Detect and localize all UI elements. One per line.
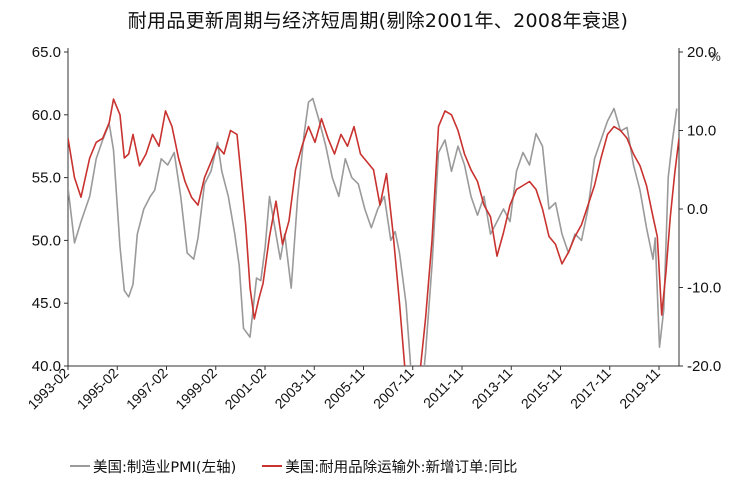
legend-item-orders: 美国:耐用品除运输外:新增订单:同比 <box>262 456 517 477</box>
x-tick-label: 1999-02 <box>172 365 220 413</box>
legend-label-orders: 美国:耐用品除运输外:新增订单:同比 <box>285 459 518 476</box>
x-tick-label: 2017-11 <box>567 365 614 412</box>
x-tick-label: 1997-02 <box>123 365 171 413</box>
y-right-tick-label: 10.0 <box>687 123 716 140</box>
chart-tick-labels: 65.0 60.0 55.0 50.0 45.0 40.0 20.0 10.0 0.0 -10.0… <box>24 44 721 412</box>
x-tick-label: 2007-11 <box>370 365 417 412</box>
legend-label-pmi: 美国:制造业PMI(左轴) <box>93 459 237 476</box>
y-right-tick-label: -20.0 <box>687 358 721 375</box>
y-left-tick-label: 65.0 <box>32 44 61 61</box>
chart-lines <box>68 97 679 366</box>
chart-axes <box>64 48 683 370</box>
y-right-tick-label: -10.0 <box>687 280 721 297</box>
chart-title: 耐用品更新周期与经济短周期(剔除2001年、2008年衰退) <box>127 10 629 32</box>
x-tick-label: 2019-11 <box>616 365 663 412</box>
x-tick-label: 2015-11 <box>518 365 565 412</box>
y-right-tick-label: 20.0 <box>687 44 716 61</box>
x-tick-label: 2003-11 <box>271 365 318 412</box>
series-line-durable-orders <box>68 98 679 366</box>
y-left-tick-label: 55.0 <box>32 170 61 187</box>
y-left-tick-label: 40.0 <box>32 358 61 375</box>
y-right-unit-label: % <box>709 49 721 64</box>
x-tick-label: 2011-11 <box>420 365 466 411</box>
legend-swatch-pmi <box>70 465 90 467</box>
y-left-tick-label: 45.0 <box>32 295 61 312</box>
legend-item-pmi: 美国:制造业PMI(左轴) <box>70 456 236 477</box>
y-left-tick-label: 50.0 <box>32 232 61 249</box>
y-right-tick-label: 0.0 <box>687 201 708 218</box>
x-tick-label: 2005-11 <box>321 365 368 412</box>
legend-swatch-orders <box>262 465 283 467</box>
x-tick-label: 2013-11 <box>468 365 515 412</box>
y-left-tick-label: 60.0 <box>32 107 61 124</box>
x-tick-label: 1995-02 <box>74 365 122 413</box>
x-tick-label: 2001-02 <box>221 365 269 413</box>
chart-legend: 美国:制造业PMI(左轴) 美国:耐用品除运输外:新增订单:同比 <box>70 455 543 477</box>
series-line-pmi <box>68 97 678 366</box>
